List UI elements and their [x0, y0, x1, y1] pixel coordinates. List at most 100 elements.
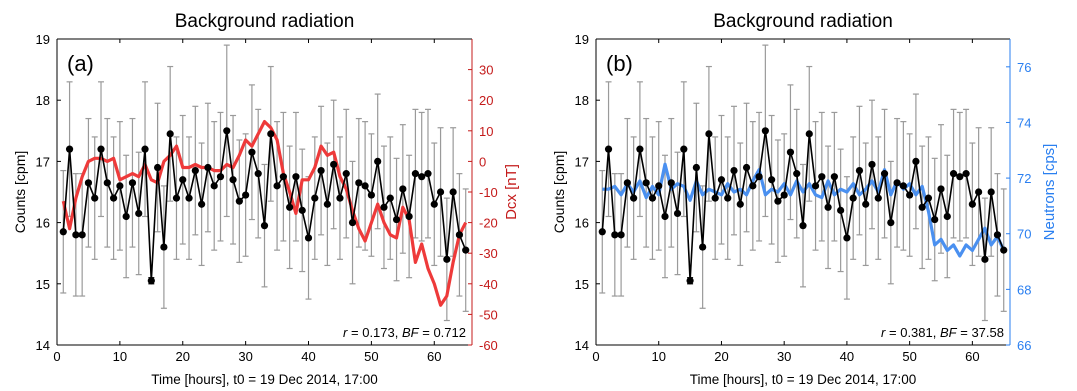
- counts-point: [374, 157, 382, 165]
- counts-point: [109, 194, 118, 202]
- counts-point: [304, 234, 313, 242]
- counts-point: [185, 194, 193, 202]
- counts-point: [899, 182, 907, 190]
- counts-point: [931, 215, 939, 224]
- counts-point: [799, 222, 807, 230]
- y2-tick-label: 68: [1017, 282, 1031, 297]
- counts-point: [598, 228, 606, 236]
- counts-point: [924, 194, 933, 202]
- counts-point: [424, 170, 432, 178]
- counts-point: [918, 203, 926, 211]
- y-axis-label: Counts [cpm]: [551, 151, 567, 233]
- counts-point: [191, 166, 199, 175]
- counts-point: [122, 212, 130, 221]
- y2-tick-label: 66: [1017, 338, 1031, 353]
- counts-point: [774, 197, 782, 205]
- counts-point: [135, 209, 143, 218]
- counts-point: [392, 215, 401, 224]
- x-tick-label: 50: [364, 349, 378, 364]
- counts-point: [717, 176, 726, 184]
- counts-point: [736, 200, 744, 208]
- counts-point: [768, 176, 776, 184]
- x-tick-label: 60: [965, 349, 979, 364]
- counts-point: [749, 182, 757, 190]
- counts-point: [849, 194, 857, 202]
- x-tick-label: 20: [176, 349, 190, 364]
- y-tick-label: 16: [575, 216, 589, 231]
- counts-point: [443, 255, 451, 263]
- y2-tick-label: -60: [479, 338, 498, 353]
- y2-tick-label: 30: [479, 63, 493, 78]
- counts-point: [623, 179, 631, 187]
- y-axis-label: Counts [cpm]: [12, 151, 28, 233]
- counts-point: [611, 231, 619, 239]
- x-tick-label: 30: [777, 349, 791, 364]
- x-tick-label: 20: [714, 349, 728, 364]
- counts-point: [648, 194, 657, 202]
- counts-point: [405, 212, 413, 221]
- counts-point: [292, 173, 300, 181]
- counts-point: [348, 219, 357, 227]
- counts-point: [887, 219, 895, 227]
- counts-point: [874, 194, 882, 202]
- counts-point: [462, 246, 470, 254]
- y-tick-label: 18: [36, 93, 50, 108]
- y2-tick-label: -20: [479, 216, 498, 231]
- counts-point: [103, 179, 111, 187]
- counts-point: [862, 200, 870, 208]
- counts-point: [617, 231, 625, 239]
- counts-point: [210, 182, 218, 190]
- counts-point: [724, 194, 732, 202]
- counts-point: [235, 197, 243, 205]
- counts-point: [147, 277, 155, 285]
- counts-point: [141, 145, 149, 153]
- counts-point: [630, 194, 638, 202]
- counts-point: [906, 191, 914, 199]
- y2-tick-label: 72: [1017, 171, 1031, 186]
- counts-point: [730, 166, 738, 175]
- counts-point: [267, 130, 275, 138]
- secondary-series-line: [61, 119, 468, 307]
- counts-point: [166, 130, 174, 138]
- counts-point: [968, 200, 976, 208]
- x-tick-label: 10: [651, 349, 665, 364]
- counts-point: [449, 188, 457, 196]
- counts-point: [680, 145, 688, 153]
- y2-axis-label: Neutrons [cps]: [1041, 144, 1058, 241]
- x-tick-label: 10: [113, 349, 127, 364]
- counts-point: [705, 130, 713, 138]
- y-tick-label: 17: [36, 154, 50, 169]
- counts-point: [636, 145, 644, 153]
- counts-point: [273, 182, 281, 190]
- counts-point: [223, 127, 231, 135]
- y2-tick-label: 0: [479, 154, 486, 169]
- counts-point: [386, 194, 394, 202]
- counts-point: [72, 231, 80, 239]
- counts-point: [229, 176, 237, 184]
- counts-point: [418, 173, 426, 181]
- counts-point: [436, 188, 445, 196]
- counts-point: [84, 179, 93, 187]
- counts-point: [912, 157, 920, 165]
- counts-point: [686, 277, 694, 285]
- counts-point: [380, 203, 388, 211]
- y-tick-label: 15: [36, 277, 50, 292]
- y-tick-label: 19: [36, 32, 50, 47]
- counts-point: [317, 166, 325, 175]
- counts-point: [893, 179, 901, 187]
- y2-tick-label: 70: [1017, 227, 1031, 242]
- y-tick-label: 15: [575, 277, 589, 292]
- y2-axis-label: Dcx [nT]: [503, 164, 520, 220]
- counts-point: [179, 176, 187, 184]
- y2-tick-label: 10: [479, 124, 493, 139]
- counts-point: [323, 200, 331, 208]
- counts-point: [128, 179, 137, 187]
- counts-point: [943, 212, 951, 221]
- panel-a: 0 10 20 30 40 50 60 14 15 16 17 18 19 -60 -50 -40 -30 -20…: [12, 11, 520, 387]
- counts-point: [780, 191, 788, 199]
- y-tick-label: 14: [575, 338, 589, 353]
- counts-point: [399, 185, 407, 193]
- counts-point: [361, 182, 369, 190]
